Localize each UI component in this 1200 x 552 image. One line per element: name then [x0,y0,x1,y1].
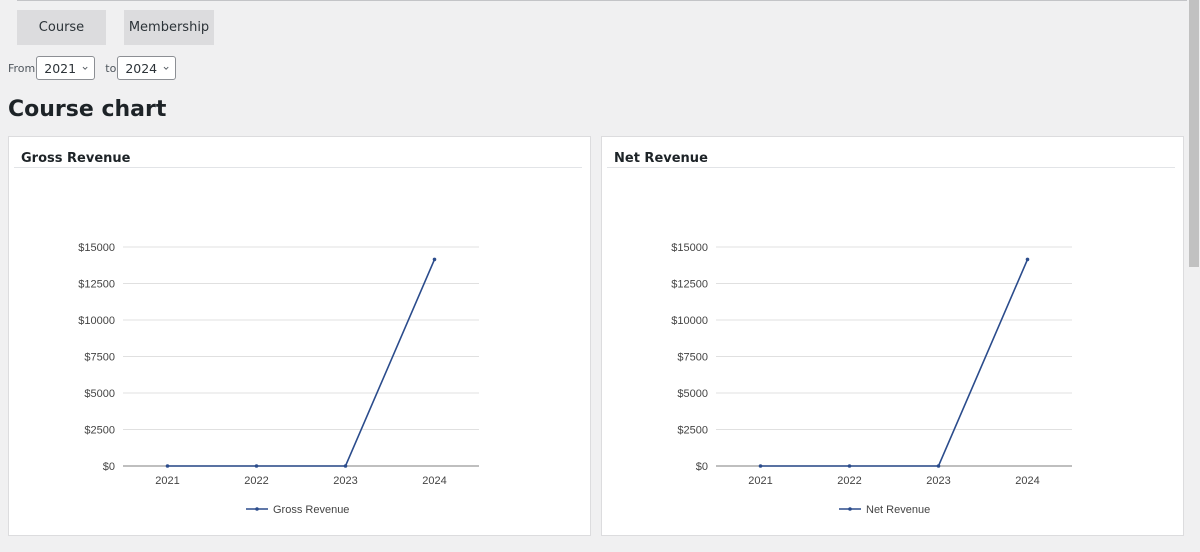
svg-text:Gross Revenue: Gross Revenue [273,504,349,516]
series-line [167,259,436,467]
from-year-value: 2021 [44,60,77,76]
y-tick-label: $12500 [671,279,708,291]
data-point[interactable] [343,464,348,468]
tab-membership[interactable]: Membership [124,10,214,45]
from-label: From [8,61,36,75]
to-label: to [105,61,117,75]
data-point[interactable] [758,464,763,468]
data-point[interactable] [1025,257,1030,262]
to-year-value: 2024 [125,60,158,76]
data-point[interactable] [165,464,170,468]
y-tick-label: $7500 [677,352,708,364]
panel-divider [14,167,582,168]
net-revenue-chart: $0 $2500 $5000 $7500 $10000 $12500 $15000 2021 2… [671,242,1072,516]
y-tick-label: $5000 [677,388,708,400]
chevron-down-icon [163,66,169,70]
panel-divider [607,167,1175,168]
panel-title: Net Revenue [614,151,708,166]
data-point[interactable] [254,464,259,468]
x-tick-label: 2021 [748,475,772,487]
to-year-select[interactable]: 2024 [117,56,177,80]
gross-revenue-panel: Gross Revenue $0 $2500 $5000 $7500 $10000 $12… [8,136,591,536]
page-scrollbar[interactable] [1187,0,1200,552]
y-tick-label: $10000 [78,315,115,327]
chart-legend[interactable]: Net Revenue [839,504,930,516]
data-point[interactable] [847,464,852,468]
scrollbar-thumb[interactable] [1189,0,1199,267]
panel-title: Gross Revenue [21,151,131,166]
y-tick-label: $12500 [78,279,115,291]
svg-text:Net Revenue: Net Revenue [866,504,930,516]
y-tick-label: $2500 [84,425,115,437]
data-point[interactable] [936,464,941,468]
y-tick-label: $7500 [84,352,115,364]
y-tick-label: $5000 [84,388,115,400]
top-divider [17,0,1187,1]
y-tick-label: $10000 [671,315,708,327]
net-revenue-panel: Net Revenue $0 $2500 $5000 $7500 $10000 $1250… [601,136,1184,536]
x-tick-label: 2022 [244,475,268,487]
y-tick-label: $0 [103,461,115,473]
x-tick-label: 2021 [155,475,179,487]
x-tick-label: 2024 [1015,475,1039,487]
chevron-down-icon [82,66,88,70]
x-tick-label: 2023 [333,475,357,487]
data-point[interactable] [432,257,437,262]
x-tick-label: 2022 [837,475,861,487]
x-tick-label: 2024 [422,475,446,487]
y-tick-label: $0 [696,461,708,473]
y-tick-label: $15000 [671,242,708,254]
y-tick-label: $15000 [78,242,115,254]
from-year-select[interactable]: 2021 [36,56,96,80]
gross-revenue-chart: $0 $2500 $5000 $7500 $10000 $12500 $15000 2021 2… [78,242,479,516]
x-tick-label: 2023 [926,475,950,487]
chart-legend[interactable]: Gross Revenue [246,504,349,516]
series-line [760,259,1029,467]
year-range-filter: From 2021 to 2024 [8,55,177,81]
tab-course[interactable]: Course [17,10,106,45]
page-title: Course chart [8,97,167,122]
y-tick-label: $2500 [677,425,708,437]
